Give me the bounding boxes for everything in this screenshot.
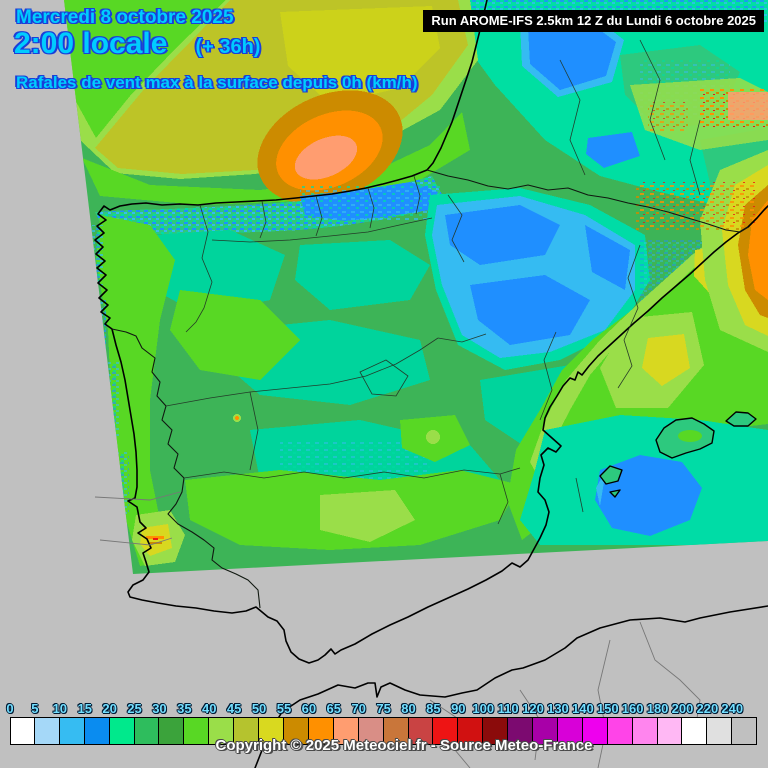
legend-cell: 130 xyxy=(547,701,583,745)
legend-swatch xyxy=(33,717,60,745)
legend-cell: 40 xyxy=(202,701,235,745)
forecast-time: 2:00 locale xyxy=(14,27,168,60)
legend: 0 5 10 15 20 25 30 35 40 45 50 55 60 65 … xyxy=(6,701,758,745)
legend-swatch xyxy=(606,717,633,745)
legend-cell: 220 xyxy=(697,701,733,745)
legend-swatch xyxy=(133,717,160,745)
run-info: Run AROME-IFS 2.5km 12 Z du Lundi 6 octo… xyxy=(423,10,764,32)
legend-cell: 25 xyxy=(127,701,160,745)
legend-cell: 20 xyxy=(102,701,135,745)
legend-swatch xyxy=(731,717,758,745)
legend-tick: 25 xyxy=(127,701,142,716)
legend-swatch xyxy=(706,717,733,745)
legend-cell: 110 xyxy=(498,701,534,745)
legend-swatch xyxy=(507,717,534,745)
legend-tick: 150 xyxy=(596,701,619,716)
legend-swatch xyxy=(307,717,334,745)
legend-cell: 45 xyxy=(227,701,260,745)
legend-tick: 70 xyxy=(351,701,366,716)
legend-cell: 0 xyxy=(6,701,35,745)
legend-swatch xyxy=(258,717,284,745)
legend-cell: 15 xyxy=(77,701,110,745)
legend-cell: 65 xyxy=(327,701,359,745)
variable-title: Rafales de vent max à la surface depuis … xyxy=(16,73,418,92)
legend-tick: 80 xyxy=(401,701,416,716)
legend-swatch xyxy=(681,717,708,745)
legend-cell: 35 xyxy=(177,701,210,745)
legend-swatch xyxy=(282,717,309,745)
legend-tick: 240 xyxy=(721,701,744,716)
legend-tick: 110 xyxy=(497,701,519,716)
legend-tick: 200 xyxy=(671,701,694,716)
legend-tick: 5 xyxy=(31,701,39,716)
legend-swatch xyxy=(656,717,683,745)
legend-cell: 140 xyxy=(572,701,608,745)
country-borders xyxy=(111,169,749,609)
legend-tick: 100 xyxy=(472,701,495,716)
legend-cell: 120 xyxy=(522,701,558,745)
legend-tick: 75 xyxy=(376,701,391,716)
legend-swatch xyxy=(10,717,35,745)
legend-tick: 160 xyxy=(621,701,644,716)
legend-swatch xyxy=(158,717,185,745)
legend-tick: 55 xyxy=(276,701,292,716)
legend-swatch xyxy=(83,717,110,745)
legend-tick: 35 xyxy=(177,701,192,716)
legend-swatch xyxy=(58,717,85,745)
legend-tick: 140 xyxy=(571,701,594,716)
legend-tick: 220 xyxy=(696,701,719,716)
legend-tick: 30 xyxy=(152,701,167,716)
forecast-date: Mercredi 8 octobre 2025 xyxy=(16,7,234,28)
legend-swatch xyxy=(407,717,434,745)
legend-tick: 90 xyxy=(451,701,466,716)
legend-cell: 70 xyxy=(351,701,384,745)
legend-tick: 65 xyxy=(326,701,342,716)
legend-cell: 55 xyxy=(277,701,309,745)
legend-tick: 130 xyxy=(547,701,569,716)
legend-swatch xyxy=(332,717,359,745)
legend-swatch xyxy=(233,717,260,745)
legend-tick: 60 xyxy=(301,701,317,716)
legend-cell: 90 xyxy=(451,701,484,745)
africa-coastline xyxy=(254,605,768,768)
legend-cell: 5 xyxy=(31,701,60,745)
legend-tick: 10 xyxy=(52,701,68,716)
legend-swatch xyxy=(532,717,558,745)
legend-tick: 180 xyxy=(646,701,669,716)
legend-swatch xyxy=(357,717,384,745)
legend-swatch xyxy=(108,717,135,745)
legend-tick: 20 xyxy=(102,701,117,716)
legend-swatch xyxy=(183,717,210,745)
copyright-text: Copyright © 2025 Meteociel.fr - Source M… xyxy=(215,737,593,754)
legend-swatch xyxy=(631,717,658,745)
forecast-time-row: 2:00 locale (+ 36h) xyxy=(14,27,260,61)
legend-swatch xyxy=(556,717,583,745)
legend-tick: 40 xyxy=(202,701,217,716)
outside-borders xyxy=(94,491,701,768)
legend-cell: 30 xyxy=(152,701,185,745)
coastline xyxy=(94,0,768,768)
legend-cell: 75 xyxy=(376,701,409,745)
legend-cell: 150 xyxy=(597,701,633,745)
region-borders xyxy=(165,39,701,525)
legend-tick: 120 xyxy=(522,701,544,716)
balearic-islands xyxy=(599,411,757,498)
legend-tick: 85 xyxy=(426,701,441,716)
legend-cell: 50 xyxy=(252,701,284,745)
legend-tick: 50 xyxy=(251,701,267,716)
legend-tick: 0 xyxy=(6,701,14,716)
forecast-offset: (+ 36h) xyxy=(195,36,261,58)
legend-cell: 200 xyxy=(672,701,708,745)
legend-cell: 180 xyxy=(647,701,683,745)
legend-cell: 160 xyxy=(622,701,658,745)
legend-cell: 60 xyxy=(302,701,334,745)
legend-tick: 15 xyxy=(77,701,92,716)
legend-cell: 240 xyxy=(721,701,758,745)
legend-tick: 45 xyxy=(226,701,242,716)
legend-cell: 80 xyxy=(401,701,434,745)
